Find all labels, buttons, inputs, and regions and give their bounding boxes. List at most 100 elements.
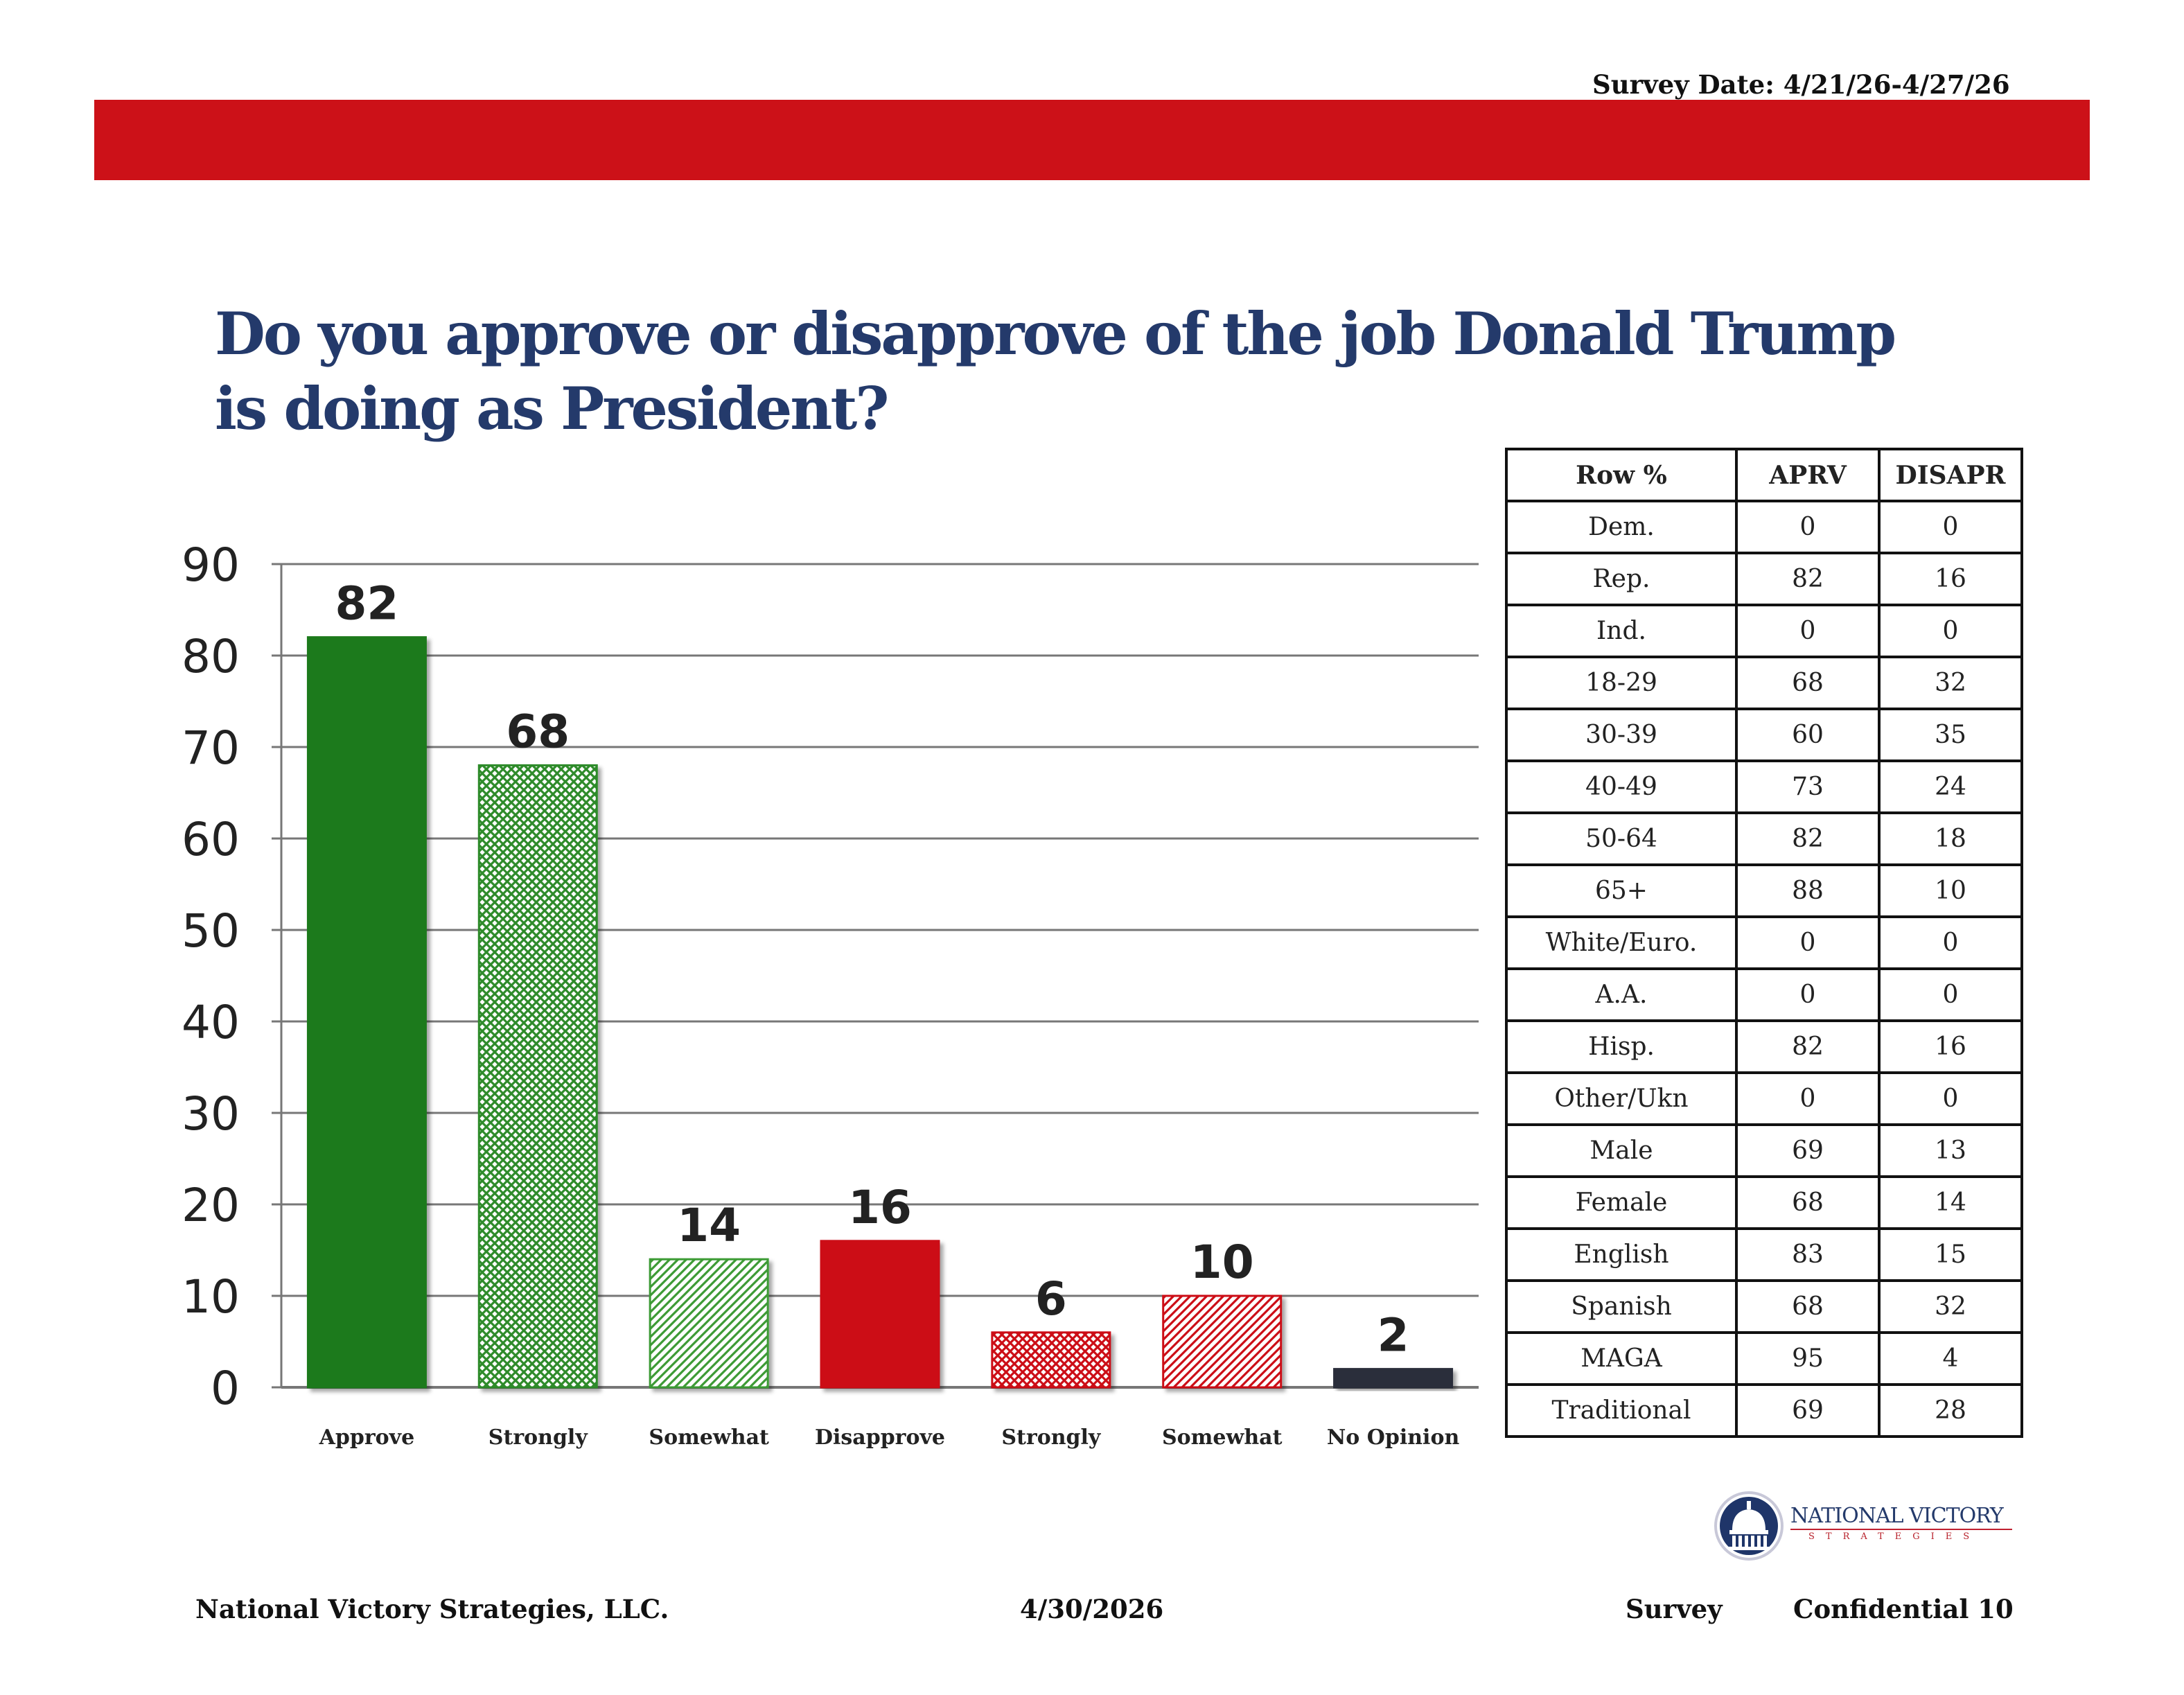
row-label: Spanish bbox=[1505, 1279, 1738, 1334]
bar bbox=[991, 1331, 1111, 1389]
disapr-cell: 32 bbox=[1878, 1279, 2023, 1334]
disapr-cell: 13 bbox=[1878, 1123, 2023, 1178]
aprv-cell: 73 bbox=[1735, 759, 1881, 814]
data-label: 68 bbox=[506, 705, 570, 758]
row-label: 40-49 bbox=[1505, 759, 1738, 814]
aprv-cell: 83 bbox=[1735, 1227, 1881, 1282]
row-label: 65+ bbox=[1505, 863, 1738, 918]
aprv-cell: 0 bbox=[1735, 1071, 1881, 1126]
disapr-cell: 10 bbox=[1878, 863, 2023, 918]
row-label: Rep. bbox=[1505, 552, 1738, 606]
table-row: English 83 15 bbox=[1505, 1227, 2023, 1282]
data-label: 16 bbox=[848, 1181, 912, 1234]
disapr-cell: 16 bbox=[1878, 552, 2023, 606]
aprv-cell: 95 bbox=[1735, 1331, 1881, 1386]
table-row: Other/Ukn 0 0 bbox=[1505, 1071, 2023, 1126]
table-row: Traditional 69 28 bbox=[1505, 1383, 2023, 1438]
aprv-cell: 0 bbox=[1735, 915, 1881, 970]
header-band bbox=[94, 100, 2090, 180]
table-header-row: Row % APRV DISAPR bbox=[1505, 448, 2023, 502]
table-row: Spanish 68 32 bbox=[1505, 1279, 2023, 1334]
table-row: 18-29 68 32 bbox=[1505, 656, 2023, 710]
category-label: Strongly bbox=[488, 1425, 589, 1450]
header-row-pct: Row % bbox=[1505, 448, 1738, 502]
capitol-dome-icon bbox=[1714, 1491, 1784, 1561]
table-row: 30-39 60 35 bbox=[1505, 708, 2023, 762]
y-tick-label: 90 bbox=[182, 538, 240, 592]
disapr-cell: 0 bbox=[1878, 500, 2023, 554]
category-label: Somewhat bbox=[649, 1425, 769, 1450]
table-row: Ind. 0 0 bbox=[1505, 604, 2023, 658]
category-label: Disapprove bbox=[815, 1425, 945, 1450]
table-row: Rep. 82 16 bbox=[1505, 552, 2023, 606]
aprv-cell: 0 bbox=[1735, 967, 1881, 1022]
row-label: White/Euro. bbox=[1505, 915, 1738, 970]
row-label: 18-29 bbox=[1505, 656, 1738, 710]
table-row: Hisp. 82 16 bbox=[1505, 1019, 2023, 1074]
y-tick-label: 20 bbox=[182, 1179, 240, 1232]
survey-date: Survey Date: 4/21/26-4/27/26 bbox=[1592, 69, 2010, 100]
y-tick-label: 80 bbox=[182, 630, 240, 683]
data-label: 2 bbox=[1377, 1309, 1409, 1362]
table-row: MAGA 95 4 bbox=[1505, 1331, 2023, 1386]
disapr-cell: 0 bbox=[1878, 1071, 2023, 1126]
aprv-cell: 68 bbox=[1735, 1175, 1881, 1230]
disapr-cell: 24 bbox=[1878, 759, 2023, 814]
aprv-cell: 0 bbox=[1735, 500, 1881, 554]
aprv-cell: 82 bbox=[1735, 811, 1881, 866]
category-label: Somewhat bbox=[1162, 1425, 1283, 1450]
row-label: Female bbox=[1505, 1175, 1738, 1230]
aprv-cell: 82 bbox=[1735, 552, 1881, 606]
bar bbox=[649, 1258, 769, 1389]
footer-survey: Survey bbox=[1626, 1594, 1723, 1624]
aprv-cell: 68 bbox=[1735, 1279, 1881, 1334]
disapr-cell: 15 bbox=[1878, 1227, 2023, 1282]
aprv-cell: 69 bbox=[1735, 1123, 1881, 1178]
data-label: 6 bbox=[1035, 1272, 1067, 1326]
row-label: Hisp. bbox=[1505, 1019, 1738, 1074]
category-label: No Opinion bbox=[1327, 1425, 1460, 1450]
data-label: 10 bbox=[1190, 1236, 1254, 1289]
bar bbox=[820, 1240, 940, 1389]
row-label: A.A. bbox=[1505, 967, 1738, 1022]
table-row: White/Euro. 0 0 bbox=[1505, 915, 2023, 970]
disapr-cell: 16 bbox=[1878, 1019, 2023, 1074]
row-label: Male bbox=[1505, 1123, 1738, 1178]
row-label: Other/Ukn bbox=[1505, 1071, 1738, 1126]
footer-company: National Victory Strategies, LLC. bbox=[195, 1594, 669, 1624]
disapr-cell: 14 bbox=[1878, 1175, 2023, 1230]
table-row: 50-64 82 18 bbox=[1505, 811, 2023, 866]
data-label: 82 bbox=[335, 577, 398, 631]
disapr-cell: 0 bbox=[1878, 967, 2023, 1022]
row-label: English bbox=[1505, 1227, 1738, 1282]
disapr-cell: 18 bbox=[1878, 811, 2023, 866]
disapr-cell: 32 bbox=[1878, 656, 2023, 710]
logo-name: NATIONAL VICTORY bbox=[1790, 1504, 2004, 1528]
y-tick-label: 70 bbox=[182, 721, 240, 775]
table-row: Male 69 13 bbox=[1505, 1123, 2023, 1178]
table-row: 40-49 73 24 bbox=[1505, 759, 2023, 814]
row-label: MAGA bbox=[1505, 1331, 1738, 1386]
row-label: 50-64 bbox=[1505, 811, 1738, 866]
aprv-cell: 60 bbox=[1735, 708, 1881, 762]
bar bbox=[1333, 1368, 1454, 1389]
data-label: 14 bbox=[677, 1199, 741, 1252]
header-disapr: DISAPR bbox=[1878, 448, 2023, 502]
bar bbox=[306, 636, 427, 1389]
header-aprv: APRV bbox=[1735, 448, 1881, 502]
y-tick-label: 0 bbox=[211, 1362, 240, 1415]
aprv-cell: 88 bbox=[1735, 863, 1881, 918]
y-tick-label: 40 bbox=[182, 996, 240, 1049]
y-tick-label: 60 bbox=[182, 813, 240, 866]
company-logo: NATIONAL VICTORY STRATEGIES bbox=[1713, 1490, 2018, 1566]
category-label: Strongly bbox=[1001, 1425, 1102, 1450]
row-label: Ind. bbox=[1505, 604, 1738, 658]
disapr-cell: 0 bbox=[1878, 604, 2023, 658]
disapr-cell: 28 bbox=[1878, 1383, 2023, 1438]
row-label: Dem. bbox=[1505, 500, 1738, 554]
bar bbox=[477, 764, 598, 1389]
disapr-cell: 35 bbox=[1878, 708, 2023, 762]
row-label: Traditional bbox=[1505, 1383, 1738, 1438]
question-title: Do you approve or disapprove of the job … bbox=[215, 299, 1896, 443]
aprv-cell: 0 bbox=[1735, 604, 1881, 658]
